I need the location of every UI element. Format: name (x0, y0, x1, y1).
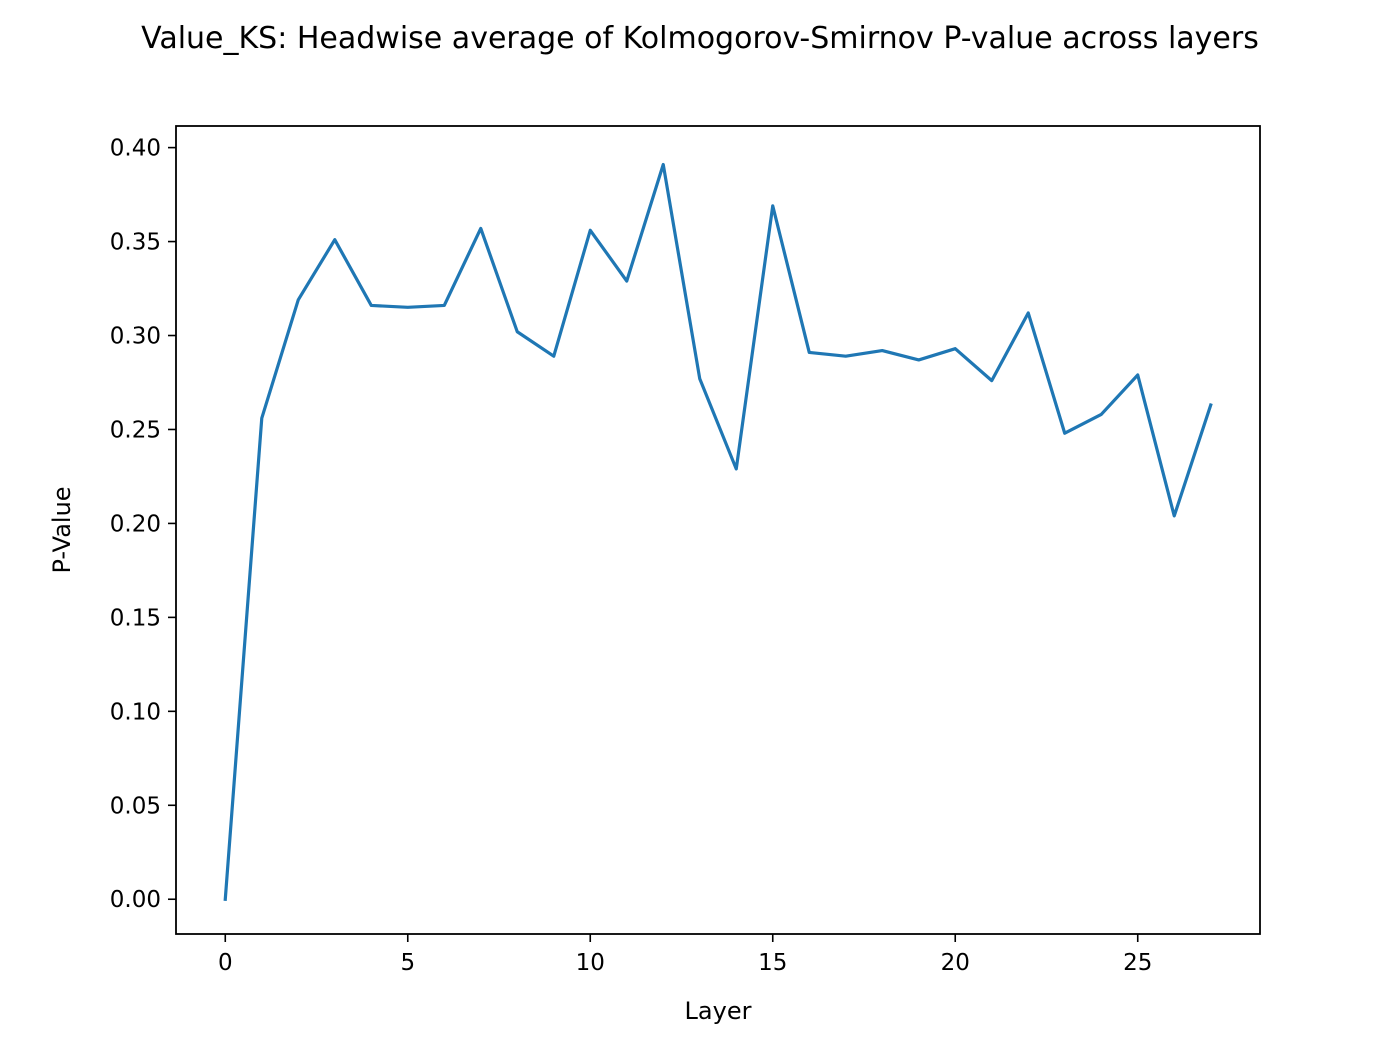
x-tick-label: 0 (218, 950, 233, 976)
data-point (1100, 413, 1103, 416)
y-tick-label: 0.10 (110, 699, 161, 725)
data-point (844, 355, 847, 358)
data-point (735, 467, 738, 470)
y-tick-label: 0.00 (110, 887, 161, 913)
data-point (443, 304, 446, 307)
data-point (917, 358, 920, 361)
y-axis: 0.00 0.05 0.10 0.15 0.20 0.25 0.30 0.35 0.40 (110, 136, 176, 913)
x-axis-label: Layer (685, 997, 752, 1025)
data-point (297, 298, 300, 301)
data-point (808, 351, 811, 354)
y-tick-label: 0.25 (110, 417, 161, 443)
data-point (625, 279, 628, 282)
chart-title: Value_KS: Headwise average of Kolmogorov… (141, 21, 1259, 56)
data-point (552, 355, 555, 358)
y-tick-label: 0.15 (110, 605, 161, 631)
y-tick-label: 0.30 (110, 324, 161, 350)
y-tick-label: 0.40 (110, 136, 161, 162)
data-point (990, 379, 993, 382)
data-point (1173, 514, 1176, 517)
x-axis: 0 5 10 15 20 25 (218, 934, 1152, 976)
data-point (698, 377, 701, 380)
data-point (1136, 373, 1139, 376)
y-tick-label: 0.05 (110, 793, 161, 819)
plot-frame (175, 125, 1261, 935)
plot-area: 0 5 10 15 20 25 0.000.050.100.150.200.250.300… (110, 125, 1261, 976)
data-point (1027, 311, 1030, 314)
data-point (406, 306, 409, 309)
data-point (881, 349, 884, 352)
data-point (662, 163, 665, 166)
x-tick-label: 20 (941, 950, 970, 976)
data-point (1209, 403, 1212, 406)
y-tick-label: 0.20 (110, 511, 161, 537)
data-point (224, 898, 227, 901)
x-tick-label: 5 (400, 950, 415, 976)
data-point (370, 304, 373, 307)
data-point (771, 204, 774, 207)
data-point (479, 227, 482, 230)
data-point (954, 347, 957, 350)
data-point (1063, 432, 1066, 435)
data-point (333, 238, 336, 241)
data-point (589, 229, 592, 232)
series-layer (223, 162, 1213, 901)
x-tick-label: 10 (576, 950, 605, 976)
series-line-0 (223, 162, 1213, 901)
y-axis-label: P-Value (48, 486, 76, 573)
y-tick-label: 0.35 (110, 230, 161, 256)
x-tick-label: 15 (758, 950, 787, 976)
x-tick-label: 25 (1123, 950, 1152, 976)
data-point (260, 417, 263, 420)
data-point (516, 330, 519, 333)
